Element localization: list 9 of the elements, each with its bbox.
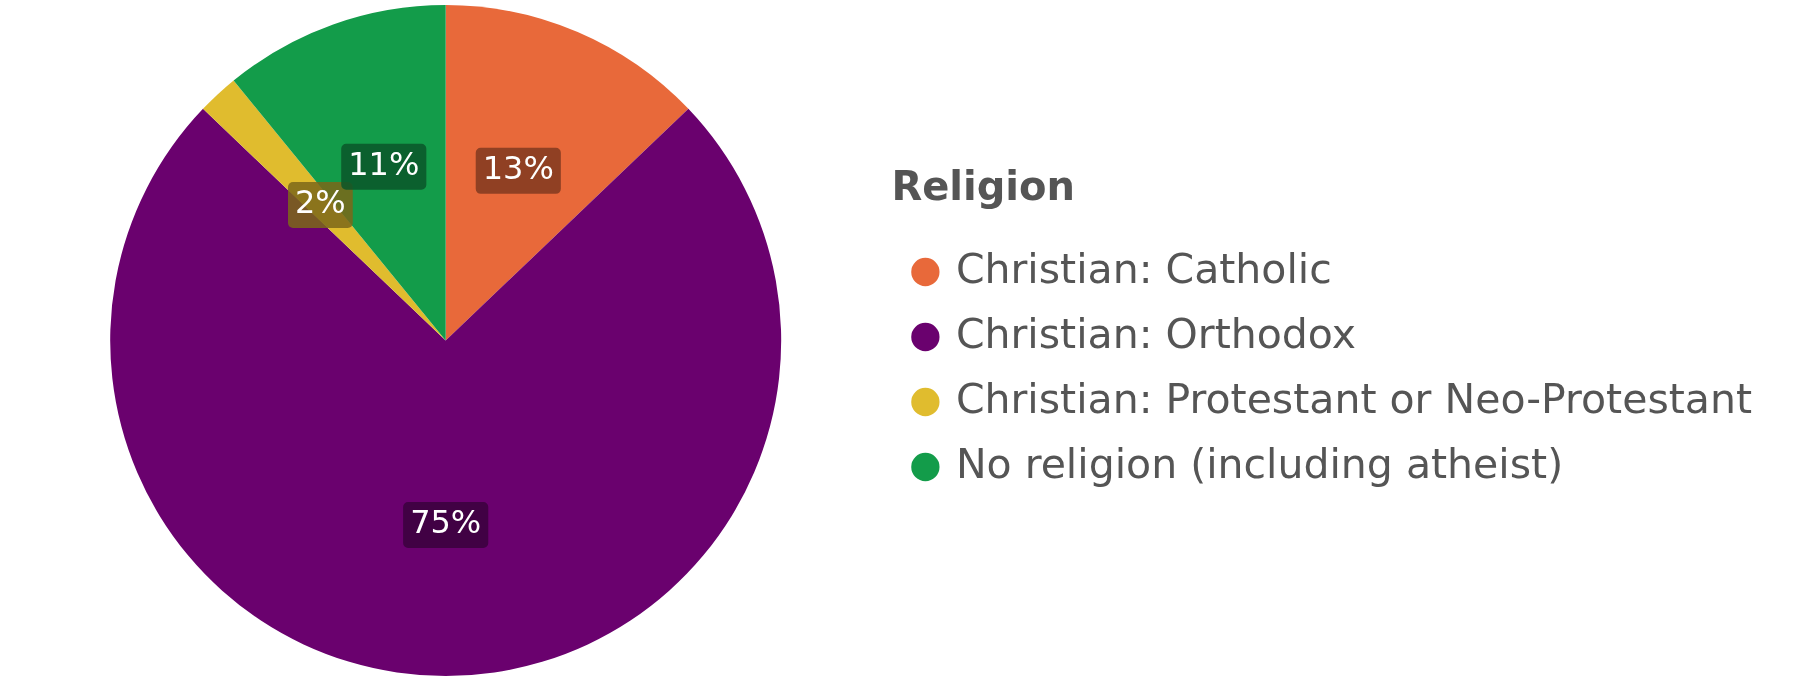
- legend-label: Christian: Catholic: [955, 244, 1332, 293]
- data-label: 13%: [482, 149, 554, 188]
- data-label: 11%: [348, 144, 420, 183]
- legend-title: Religion: [891, 162, 1076, 209]
- legend-label: Christian: Protestant or Neo-Protestant: [955, 374, 1753, 423]
- data-label: 75%: [410, 503, 482, 542]
- legend-label: Christian: Orthodox: [955, 309, 1356, 358]
- legend-label: No religion (including atheist): [955, 439, 1564, 488]
- data-label: 2%: [295, 183, 346, 222]
